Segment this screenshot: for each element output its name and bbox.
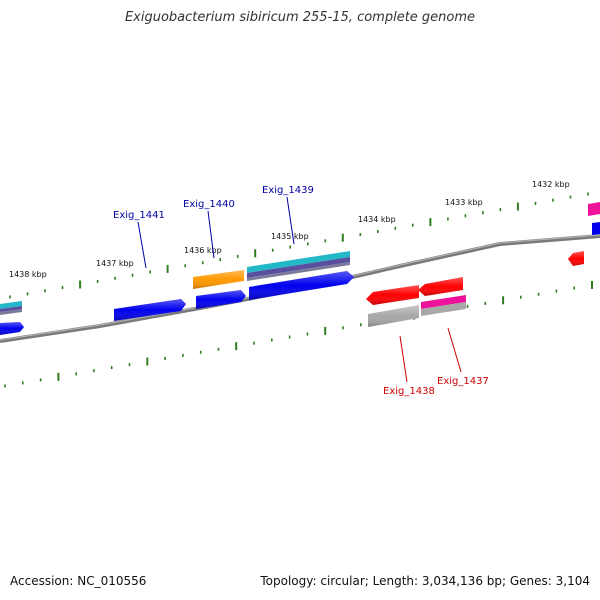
svg-text:Exig_1437: Exig_1437 bbox=[437, 376, 489, 387]
forward-gene-track bbox=[0, 202, 600, 335]
gene-arrow-right-edge bbox=[588, 202, 600, 235]
map-title: Exiguobacterium sibiricum 255-15, comple… bbox=[124, 10, 476, 25]
gene-small-red bbox=[568, 251, 584, 266]
inner-tick-track bbox=[4, 281, 593, 388]
svg-text:1438 kbp: 1438 kbp bbox=[9, 270, 47, 279]
tick-label-1433: 1433 kbp bbox=[445, 198, 483, 207]
accession-text: Accession: NC_010556 bbox=[10, 574, 147, 588]
svg-text:Exig_1440: Exig_1440 bbox=[183, 199, 235, 210]
gene-exig-1438 bbox=[366, 285, 419, 327]
svg-text:Exig_1439: Exig_1439 bbox=[262, 185, 314, 196]
tick-label-1437: 1437 kbp bbox=[96, 259, 134, 268]
label-exig-1441: Exig_1441 bbox=[113, 210, 165, 269]
svg-text:1432 kbp: 1432 kbp bbox=[532, 180, 570, 189]
svg-text:1435 kbp: 1435 kbp bbox=[271, 232, 309, 241]
tick-label-1436: 1436 kbp bbox=[184, 246, 222, 255]
svg-text:1434 kbp: 1434 kbp bbox=[358, 215, 396, 224]
topology-text: Topology: circular; Length: 3,034,136 bp… bbox=[260, 574, 590, 588]
label-exig-1439: Exig_1439 bbox=[262, 185, 314, 245]
gene-exig-1441 bbox=[114, 299, 186, 321]
label-exig-1437: Exig_1437 bbox=[437, 327, 489, 387]
gene-exig-1439 bbox=[247, 251, 354, 300]
gene-exig-1437 bbox=[418, 277, 466, 316]
svg-text:1436 kbp: 1436 kbp bbox=[184, 246, 222, 255]
tick-label-1434: 1434 kbp bbox=[358, 215, 396, 224]
outer-tick-track: 1438 kbp 1437 kbp 1436 kbp 1435 kbp 1434… bbox=[9, 180, 589, 299]
tick-label-1438: 1438 kbp bbox=[9, 270, 47, 279]
svg-text:1437 kbp: 1437 kbp bbox=[96, 259, 134, 268]
gene-arrow-left-edge bbox=[0, 301, 24, 335]
reverse-gene-track bbox=[366, 251, 584, 327]
svg-text:Exig_1441: Exig_1441 bbox=[113, 210, 165, 221]
label-exig-1438: Exig_1438 bbox=[383, 335, 435, 397]
gene-exig-1440 bbox=[193, 270, 246, 309]
svg-text:Exig_1438: Exig_1438 bbox=[383, 386, 435, 397]
svg-text:1433 kbp: 1433 kbp bbox=[445, 198, 483, 207]
label-exig-1440: Exig_1440 bbox=[183, 199, 235, 259]
tick-label-1435: 1435 kbp bbox=[271, 232, 309, 241]
tick-label-1432: 1432 kbp bbox=[532, 180, 570, 189]
